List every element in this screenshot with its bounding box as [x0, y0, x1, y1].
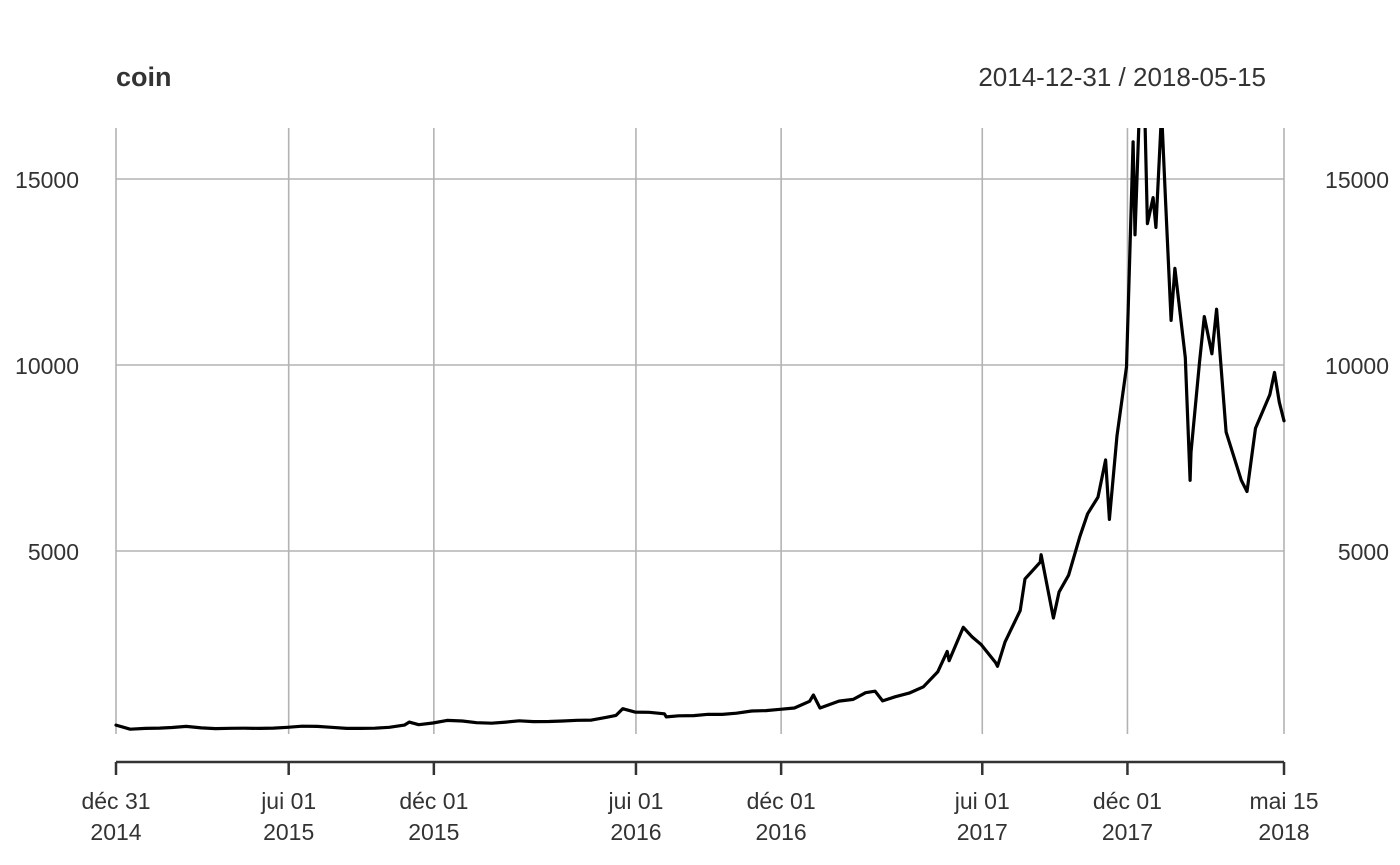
x-tick-label: jui 01: [260, 788, 316, 814]
x-tick-year-label: 2016: [756, 819, 807, 845]
chart-title: coin: [116, 62, 172, 92]
series-line: [114, 128, 1286, 731]
x-tick-year-label: 2017: [957, 819, 1008, 845]
x-tick-label: jui 01: [607, 788, 663, 814]
x-tick-label: déc 31: [81, 788, 150, 814]
y-tick-label-left: 10000: [15, 353, 79, 379]
x-axis-labels: déc 31 2014 jui 01 2015 déc 01 2015 jui 01 2016…: [81, 788, 1318, 845]
y-tick-label-right: 15000: [1325, 167, 1389, 193]
series-layer: [114, 128, 1286, 731]
x-axis: [114, 760, 1286, 775]
y-tick-label-right: 5000: [1338, 539, 1389, 565]
x-tick-label: jui 01: [954, 788, 1010, 814]
x-tick-year-label: 2018: [1258, 819, 1309, 845]
x-tick-year-label: 2016: [610, 819, 661, 845]
x-tick-year-label: 2017: [1102, 819, 1153, 845]
y-tick-label-left: 15000: [15, 167, 79, 193]
x-tick-label: déc 01: [399, 788, 468, 814]
date-range-label: 2014-12-31 / 2018-05-15: [978, 62, 1266, 92]
y-tick-label-right: 10000: [1325, 353, 1389, 379]
x-tick-year-label: 2015: [263, 819, 314, 845]
x-tick-label: déc 01: [1093, 788, 1162, 814]
x-tick-label: déc 01: [747, 788, 816, 814]
y-tick-label-left: 5000: [28, 539, 79, 565]
y-axis-labels: 5000 5000 10000 10000 15000 15000: [15, 167, 1389, 565]
grid-layer: [115, 128, 1285, 734]
plot-area: [114, 128, 1286, 731]
x-tick-year-label: 2014: [90, 819, 141, 845]
x-tick-label: mai 15: [1249, 788, 1318, 814]
x-tick-year-label: 2015: [408, 819, 459, 845]
